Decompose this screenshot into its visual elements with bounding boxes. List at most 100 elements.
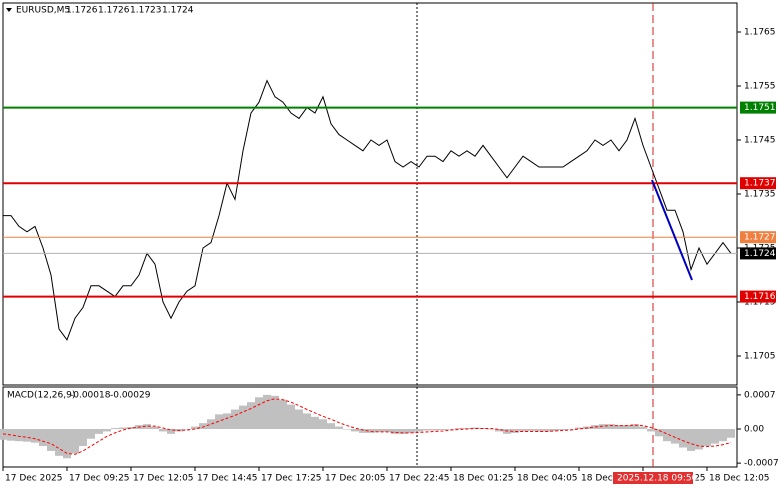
macd-bar xyxy=(207,419,215,429)
macd-bar xyxy=(519,429,527,432)
macd-bar xyxy=(223,413,231,429)
macd-bar xyxy=(303,413,311,429)
price-label-box xyxy=(740,101,776,114)
price-label-box xyxy=(740,247,776,260)
macd-bar xyxy=(415,429,423,432)
macd-bar xyxy=(527,429,535,431)
macd-bar xyxy=(711,429,719,444)
macd-bar xyxy=(127,427,135,429)
macd-bar xyxy=(447,429,455,430)
macd-bar xyxy=(495,429,503,432)
macd-bar xyxy=(23,429,31,442)
macd-bar xyxy=(455,428,463,429)
macd-bar xyxy=(151,426,159,429)
y-tick-label: 0.0007 xyxy=(744,390,776,400)
price-line xyxy=(3,79,732,341)
macd-bar xyxy=(71,429,79,454)
macd-bar xyxy=(343,429,351,430)
x-tick-label: 18 Dec 01:25 xyxy=(453,474,514,484)
macd-bar xyxy=(695,429,703,450)
price-label-box xyxy=(740,177,776,190)
high: 1.1726 xyxy=(98,6,130,16)
macd-bar xyxy=(511,429,519,433)
macd-bar xyxy=(63,429,71,459)
price-label: 1.1727 xyxy=(744,233,776,243)
macd-bar xyxy=(311,416,319,429)
macd-bar xyxy=(623,425,631,429)
x-tick-label: 17 Dec 12:05 xyxy=(133,474,194,484)
macd-bar xyxy=(319,419,327,429)
x-tick-label: 18 Dec 04:05 xyxy=(517,474,578,484)
macd-bar xyxy=(607,424,615,429)
macd-bar xyxy=(599,424,607,429)
price-label: 1.1751 xyxy=(744,103,776,113)
macd-bar xyxy=(575,427,583,429)
macd-bar xyxy=(95,429,103,434)
x-tick-label: 17 Dec 2025 xyxy=(5,474,63,484)
macd-bar xyxy=(159,429,167,432)
macd-bar xyxy=(351,429,359,432)
plot-layer xyxy=(0,79,737,459)
macd-bar xyxy=(39,429,47,447)
macd-bar xyxy=(663,429,671,442)
macd-panel xyxy=(2,386,738,468)
macd-bar xyxy=(727,429,735,438)
macd-bar xyxy=(295,409,303,429)
cursor-time: 2025.12.18 09:50 xyxy=(617,474,698,484)
price-label: 1.1724 xyxy=(744,249,776,259)
macd-bar xyxy=(327,423,335,429)
macd-bar xyxy=(87,429,95,439)
macd-bar xyxy=(535,429,543,432)
macd-bar xyxy=(703,429,711,447)
macd-value: -0.00018 xyxy=(70,391,111,401)
x-tick-label: 17 Dec 14:45 xyxy=(197,474,258,484)
macd-bar xyxy=(279,399,287,429)
macd-bar xyxy=(615,425,623,429)
macd-bar xyxy=(375,429,383,432)
x-tick-label: 18 Dec 12:05 xyxy=(709,474,770,484)
macd-bar xyxy=(383,429,391,432)
macd-bar xyxy=(719,429,727,442)
macd-bar xyxy=(231,409,239,429)
macd-bar xyxy=(31,429,39,443)
macd-bar xyxy=(423,429,431,431)
x-tick-label: 17 Dec 20:05 xyxy=(325,474,386,484)
macd-bar xyxy=(687,429,695,451)
macd-bar xyxy=(247,402,255,429)
close: 1.1724 xyxy=(162,6,194,16)
macd-bar xyxy=(103,429,111,432)
macd-bar xyxy=(671,429,679,444)
macd-bar xyxy=(143,424,151,429)
price-label: 1.1716 xyxy=(744,292,776,302)
y-tick-label: -0.0007 xyxy=(744,459,779,469)
macd-bar xyxy=(191,426,199,429)
macd-bar xyxy=(255,397,263,429)
menu-arrow[interactable] xyxy=(6,8,12,12)
macd-bar xyxy=(335,426,343,429)
macd-bar xyxy=(359,429,367,433)
signal-line xyxy=(2,398,732,455)
x-tick-label: 17 Dec 22:45 xyxy=(389,474,450,484)
price-label: 1.1737 xyxy=(744,179,776,189)
macd-bar xyxy=(287,404,295,429)
macd-bar xyxy=(439,429,447,430)
y-tick-label: 1.1705 xyxy=(744,352,776,362)
macd-bar xyxy=(543,429,551,432)
macd-bar xyxy=(639,426,647,429)
macd-bar xyxy=(471,427,479,429)
macd-bar xyxy=(199,423,207,429)
x-tick-label: 18 Dec 06:45 xyxy=(581,474,642,484)
macd-bar xyxy=(655,429,663,437)
macd-title: MACD(12,26,9) xyxy=(7,391,75,401)
y-tick-label: 1.1765 xyxy=(744,28,776,38)
macd-bar xyxy=(399,429,407,434)
y-tick-label: 1.1755 xyxy=(744,82,776,92)
y-tick-label: 1.1735 xyxy=(744,190,776,200)
x-tick-label: 17 Dec 09:25 xyxy=(69,474,130,484)
macd-bar xyxy=(271,395,279,429)
macd-bar xyxy=(183,429,191,430)
price-label-box xyxy=(740,290,776,303)
macd-bar xyxy=(119,427,127,429)
